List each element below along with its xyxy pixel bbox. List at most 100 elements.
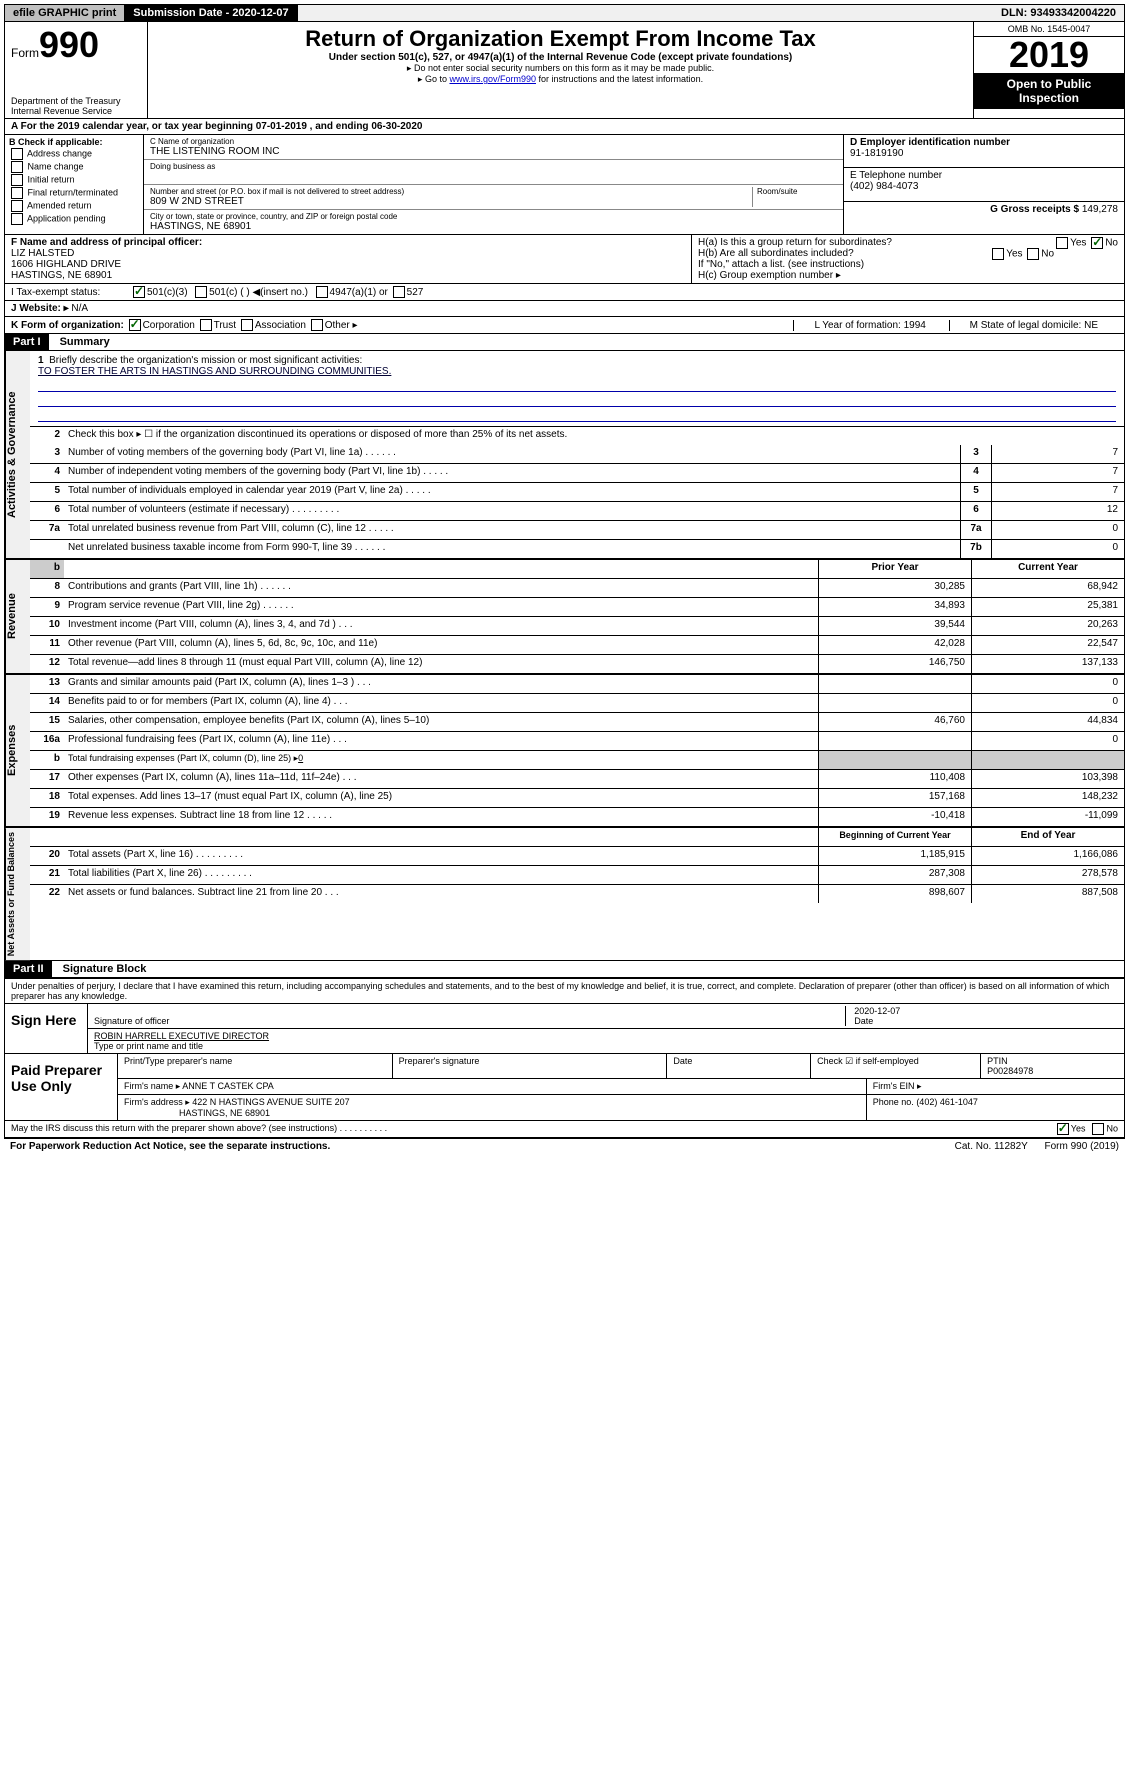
row-i: I Tax-exempt status: 501(c)(3) 501(c) ( …	[4, 284, 1125, 301]
l4: Number of independent voting members of …	[68, 466, 420, 477]
cb-527[interactable]	[393, 286, 405, 298]
cb-final-return[interactable]: Final return/terminated	[9, 187, 139, 199]
part-ii-hdr: Part II	[5, 961, 52, 977]
sig-date-label: Date	[854, 1016, 873, 1026]
tax-year: 2019	[974, 37, 1124, 73]
row-j: J Website: ▸ N/A	[4, 301, 1125, 317]
l19: Revenue less expenses. Subtract line 18 …	[68, 810, 304, 821]
p13	[818, 675, 971, 693]
officer-addr2: HASTINGS, NE 68901	[11, 270, 685, 281]
firm-addr1: 422 N HASTINGS AVENUE SUITE 207	[192, 1097, 349, 1107]
v7b: 0	[991, 540, 1124, 558]
ha-label: H(a) Is this a group return for subordin…	[698, 237, 892, 248]
c8: 68,942	[971, 579, 1124, 597]
discuss-label: May the IRS discuss this return with the…	[11, 1123, 337, 1135]
note-post: for instructions and the latest informat…	[536, 74, 703, 84]
c16a: 0	[971, 732, 1124, 750]
cb-app-pending[interactable]: Application pending	[9, 213, 139, 225]
l16b-val: 0	[298, 753, 303, 763]
part-ii-title: Signature Block	[55, 963, 147, 975]
mission-text: TO FOSTER THE ARTS IN HASTINGS AND SURRO…	[38, 366, 391, 377]
firm-name: ANNE T CASTEK CPA	[182, 1081, 274, 1091]
prep-name-label: Print/Type preparer's name	[118, 1054, 393, 1078]
j-label: J Website: ▸	[11, 303, 69, 314]
hdr-curr: Current Year	[971, 560, 1124, 578]
cb-501c[interactable]	[195, 286, 207, 298]
sign-here: Sign Here	[5, 1004, 88, 1053]
c21: 278,578	[971, 866, 1124, 884]
cb-501c3[interactable]	[133, 286, 145, 298]
c19: -11,099	[971, 808, 1124, 826]
v5: 7	[991, 483, 1124, 501]
hdr-end: End of Year	[971, 828, 1124, 846]
phone-label: E Telephone number	[850, 170, 1118, 181]
hc-label: H(c) Group exemption number ▸	[698, 270, 1118, 281]
cb-discuss-yes[interactable]	[1057, 1123, 1069, 1135]
col-defg: D Employer identification number 91-1819…	[844, 135, 1124, 234]
note-ssn: ▸ Do not enter social security numbers o…	[152, 63, 969, 74]
cb-initial-return[interactable]: Initial return	[9, 174, 139, 186]
efile-label[interactable]: efile GRAPHIC print	[5, 5, 125, 21]
officer-addr1: 1606 HIGHLAND DRIVE	[11, 259, 685, 270]
col-b: B Check if applicable: Address change Na…	[5, 135, 144, 234]
h-block: H(a) Is this a group return for subordin…	[692, 235, 1124, 283]
cb-name-change[interactable]: Name change	[9, 161, 139, 173]
page-footer: For Paperwork Reduction Act Notice, see …	[4, 1138, 1125, 1154]
sig-officer-label: Signature of officer	[94, 1016, 169, 1026]
hb-note: If "No," attach a list. (see instruction…	[698, 259, 1118, 270]
cb-discuss-no[interactable]	[1092, 1123, 1104, 1135]
l2: Check this box ▸ ☐ if the organization d…	[64, 427, 1124, 445]
footer-left: For Paperwork Reduction Act Notice, see …	[10, 1141, 330, 1152]
ptin-value: P00284978	[987, 1066, 1033, 1076]
cb-assoc[interactable]	[241, 319, 253, 331]
cb-4947[interactable]	[316, 286, 328, 298]
cb-address-change[interactable]: Address change	[9, 148, 139, 160]
i-label: I Tax-exempt status:	[11, 287, 131, 298]
gross-value: 149,278	[1082, 204, 1118, 215]
row-fh: F Name and address of principal officer:…	[4, 235, 1125, 284]
part-i-hdr: Part I	[5, 334, 49, 350]
hdr-beg: Beginning of Current Year	[818, 828, 971, 846]
l13: Grants and similar amounts paid (Part IX…	[68, 677, 354, 688]
dept-treasury: Department of the Treasury Internal Reve…	[11, 96, 141, 116]
addr-label: Number and street (or P.O. box if mail i…	[150, 187, 752, 196]
l7b: Net unrelated business taxable income fr…	[68, 542, 352, 553]
cb-trust[interactable]	[200, 319, 212, 331]
l16b: Total fundraising expenses (Part IX, col…	[68, 753, 298, 763]
l7a: Total unrelated business revenue from Pa…	[68, 523, 366, 534]
p15: 46,760	[818, 713, 971, 731]
p21: 287,308	[818, 866, 971, 884]
p11: 42,028	[818, 636, 971, 654]
submission-date: Submission Date - 2020-12-07	[125, 5, 297, 21]
irs-link[interactable]: www.irs.gov/Form990	[449, 74, 536, 84]
hb-label: H(b) Are all subordinates included?	[698, 248, 854, 259]
l10: Investment income (Part VIII, column (A)…	[68, 619, 336, 630]
c10: 20,263	[971, 617, 1124, 635]
c22: 887,508	[971, 885, 1124, 903]
firm-phone-label: Phone no.	[873, 1097, 914, 1107]
cb-corp[interactable]	[129, 319, 141, 331]
footer-form: Form 990 (2019)	[1045, 1141, 1119, 1152]
firm-addr2: HASTINGS, NE 68901	[179, 1108, 270, 1118]
v3: 7	[991, 445, 1124, 463]
c14: 0	[971, 694, 1124, 712]
l5: Total number of individuals employed in …	[68, 485, 403, 496]
form-990: 990	[39, 24, 99, 65]
org-city: HASTINGS, NE 68901	[150, 221, 837, 232]
penalty-text: Under penalties of perjury, I declare th…	[5, 979, 1124, 1004]
form-header: Form990 Department of the Treasury Inter…	[4, 22, 1125, 119]
officer-name: LIZ HALSTED	[11, 248, 685, 259]
self-emp-label: Check ☑ if self-employed	[811, 1054, 981, 1078]
org-name: THE LISTENING ROOM INC	[150, 146, 837, 157]
cb-other[interactable]	[311, 319, 323, 331]
c18: 148,232	[971, 789, 1124, 807]
firm-phone: (402) 461-1047	[916, 1097, 978, 1107]
cb-amended[interactable]: Amended return	[9, 200, 139, 212]
gross-label: G Gross receipts $	[990, 204, 1079, 215]
l11: Other revenue (Part VIII, column (A), li…	[64, 636, 818, 654]
p18: 157,168	[818, 789, 971, 807]
row-klm: K Form of organization: Corporation Trus…	[4, 317, 1125, 334]
v4: 7	[991, 464, 1124, 482]
part-i: Part I Summary Activities & Governance 1…	[4, 334, 1125, 961]
line-1: 1 Briefly describe the organization's mi…	[30, 351, 1124, 426]
